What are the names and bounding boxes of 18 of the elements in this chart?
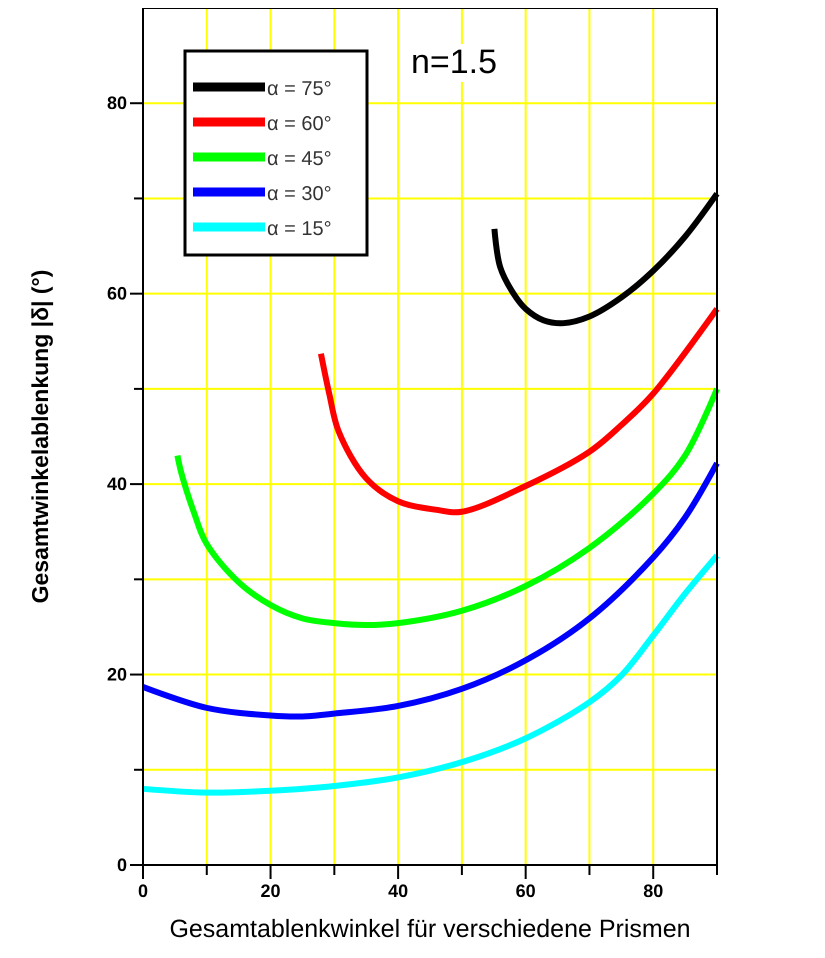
x-tick-label: 0 [138,881,148,901]
annotation: n=1.5 [411,43,498,81]
x-tick-label: 20 [260,881,281,901]
y-tick-label: 40 [106,474,127,494]
y-tick-label: 80 [106,93,127,114]
legend-label: α = 60° [267,113,332,135]
y-tick-label: 20 [106,664,127,685]
x-axis-title: Gesamtablenkwinkel für verschiedene Prismen [169,915,691,943]
legend-label: α = 75° [267,78,332,100]
x-tick-label: 60 [516,881,536,901]
y-tick-label: 60 [106,284,127,304]
x-tick-label: 80 [643,881,664,901]
y-axis-title: Gesamtwinkelablenkung |δ| (°) [27,270,54,604]
legend-label: α = 30° [267,183,332,205]
y-tick-label: 0 [116,855,127,875]
x-tick-label: 40 [388,881,408,901]
legend-label: α = 45° [267,148,332,170]
legend-label: α = 15° [267,218,332,240]
